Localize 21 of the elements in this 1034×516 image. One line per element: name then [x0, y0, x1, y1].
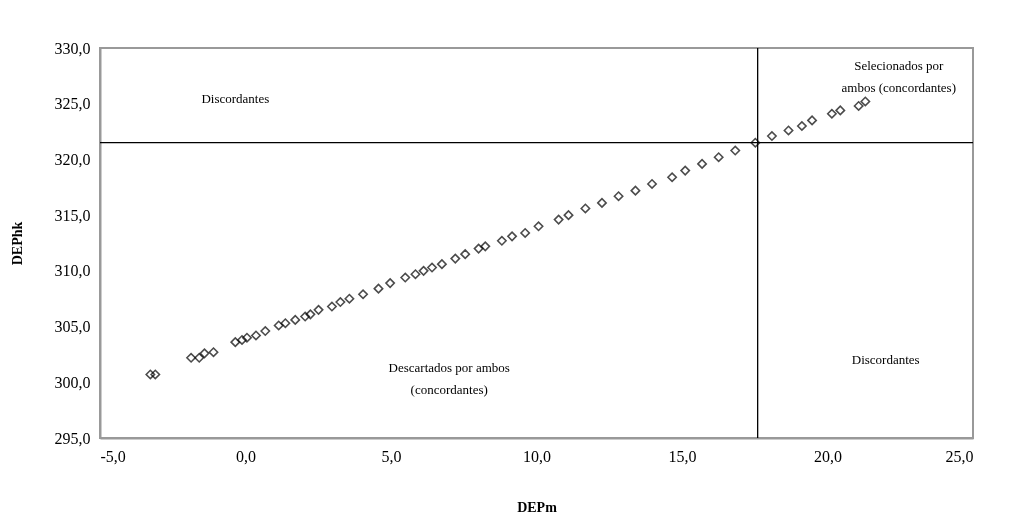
- y-tick-label: 305,0: [54, 318, 91, 336]
- annotation: Discordantes: [851, 352, 920, 367]
- x-tick-label: 15,0: [668, 447, 697, 465]
- x-tick-label: 25,0: [945, 447, 974, 465]
- y-tick-label: 315,0: [54, 206, 91, 224]
- x-tick-label: -5,0: [100, 447, 126, 465]
- y-axis-title: DEPhk: [9, 221, 25, 266]
- y-tick-label: 310,0: [54, 262, 91, 280]
- y-tick-label: 330,0: [54, 39, 91, 57]
- x-tick-label: 20,0: [814, 447, 842, 465]
- x-tick-label: 5,0: [381, 447, 402, 465]
- annotation: Discordantes: [201, 90, 270, 106]
- annotation: Selecionados por ambos (concordantes): [841, 57, 957, 95]
- x-tick-label: 0,0: [236, 447, 256, 465]
- y-tick-label: 295,0: [54, 429, 91, 447]
- y-tick-label: 300,0: [54, 373, 91, 391]
- y-tick-label: 325,0: [54, 95, 91, 113]
- y-tick-label: 320,0: [54, 150, 91, 168]
- annotation: Descartados por ambos (concordantes): [388, 359, 510, 397]
- x-tick-label: 10,0: [523, 447, 551, 465]
- x-axis-title: DEPm: [517, 499, 558, 515]
